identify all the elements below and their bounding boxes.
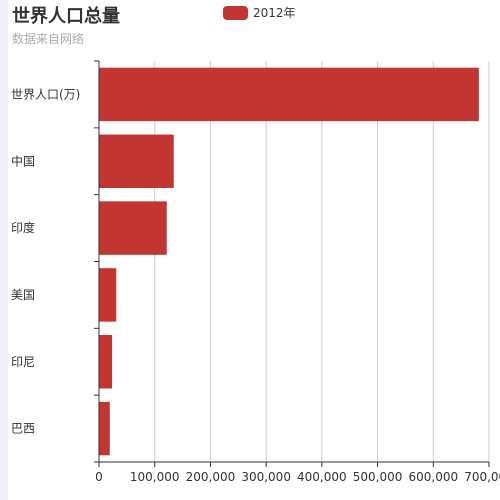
- legend-label[interactable]: 2012年: [253, 6, 296, 20]
- x-tick-label: 500,000: [353, 470, 403, 484]
- legend-swatch[interactable]: [223, 5, 248, 20]
- x-tick-label: 600,000: [408, 470, 458, 484]
- y-tick-label: 印度: [11, 220, 35, 235]
- x-tick-label: 200,000: [186, 470, 236, 484]
- x-tick-label: 0: [95, 470, 103, 484]
- x-tick-label: 300,000: [241, 470, 291, 484]
- chart-subtitle: 数据来自网络: [12, 32, 85, 46]
- bar[interactable]: [99, 201, 167, 255]
- bar[interactable]: [99, 401, 110, 456]
- y-tick-label: 中国: [11, 153, 35, 168]
- bar[interactable]: [99, 335, 113, 389]
- y-tick-label: 印尼: [11, 355, 35, 369]
- x-tick-label: 400,000: [297, 470, 347, 484]
- y-tick-label: 巴西: [11, 422, 35, 436]
- page-left-strip: [0, 0, 8, 500]
- x-tick-label: 700,000: [464, 470, 500, 484]
- bar[interactable]: [99, 268, 117, 322]
- y-tick-label: 世界人口(万): [11, 87, 80, 101]
- legend[interactable]: 2012年: [223, 4, 296, 21]
- x-tick-label: 100,000: [130, 470, 180, 484]
- chart-title: 世界人口总量: [12, 6, 120, 27]
- y-tick-label: 美国: [11, 288, 35, 302]
- bar[interactable]: [99, 134, 174, 188]
- bar[interactable]: [99, 67, 479, 122]
